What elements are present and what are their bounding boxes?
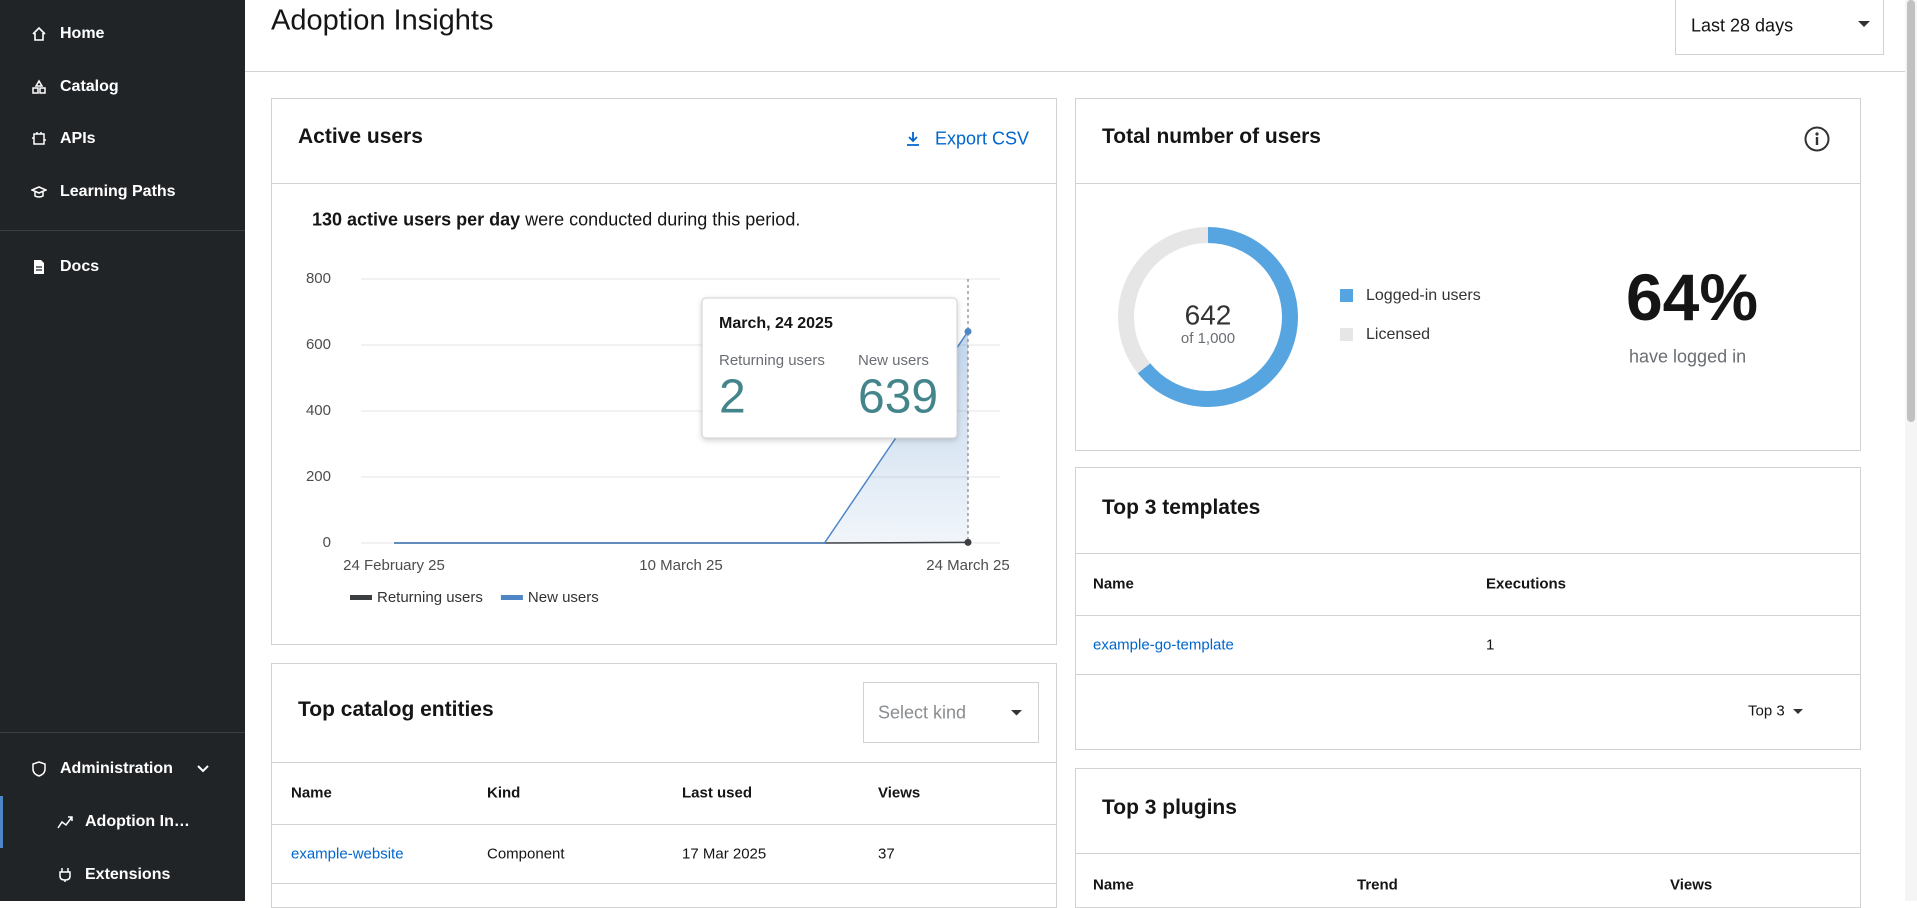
divider	[1076, 615, 1860, 616]
column-header: Views	[1670, 877, 1712, 894]
column-header: Name	[1093, 877, 1134, 894]
date-select-value[interactable]: Last 28 days	[1691, 16, 1793, 37]
plugins-card	[1075, 768, 1861, 908]
card-divider	[1076, 183, 1860, 184]
pager[interactable]: Top 3	[1748, 703, 1785, 720]
column-header: Views	[878, 785, 920, 802]
column-header: Kind	[487, 785, 520, 802]
divider	[272, 762, 1056, 763]
cell: 1	[1486, 637, 1494, 654]
caret	[1793, 709, 1803, 715]
column-header: Last used	[682, 785, 752, 802]
apis-icon	[31, 131, 47, 147]
docs-icon	[31, 259, 47, 275]
column-header: Executions	[1486, 576, 1566, 593]
divider	[272, 883, 1056, 884]
download-icon[interactable]	[905, 131, 921, 147]
divider	[1076, 853, 1860, 854]
cell: 17 Mar 2025	[682, 846, 766, 863]
home-icon	[31, 26, 47, 42]
percent-caption: have logged in	[1629, 347, 1746, 368]
nav-catalog[interactable]: Catalog	[60, 78, 119, 96]
card-divider	[272, 183, 1056, 184]
summary: 130 active users per day were conducted …	[312, 210, 800, 231]
divider	[0, 230, 245, 231]
insights-icon	[57, 814, 73, 830]
sidebar: Home Catalog APIs Learning Paths Docs Ad…	[0, 0, 245, 901]
divider	[272, 824, 1056, 825]
entity-link[interactable]: example-website	[291, 846, 404, 863]
nav-adoption-insights[interactable]: Adoption Insights	[85, 813, 190, 831]
nav-home[interactable]: Home	[60, 25, 104, 43]
cell: Component	[487, 846, 565, 863]
export-csv[interactable]: Export CSV	[935, 129, 1029, 150]
card-title: Top catalog entities	[298, 698, 494, 722]
nav-apis[interactable]: APIs	[60, 130, 96, 148]
card-title: Top 3 plugins	[1102, 796, 1237, 820]
nav-learning-paths[interactable]: Learning Paths	[60, 183, 176, 201]
page-title: Adoption Insights	[271, 5, 493, 38]
nav-docs[interactable]: Docs	[60, 258, 99, 276]
header-divider	[245, 71, 1905, 72]
caret	[1011, 710, 1022, 716]
percent: 64%	[1626, 259, 1758, 335]
active-users-card	[271, 98, 1057, 645]
extensions-icon	[57, 867, 73, 883]
catalog-icon	[31, 79, 47, 95]
card-title: Active users	[298, 125, 423, 149]
active-indicator	[0, 796, 3, 848]
chevron[interactable]	[197, 764, 209, 774]
kind-select-placeholder[interactable]: Select kind	[878, 703, 966, 724]
card-title: Top 3 templates	[1102, 496, 1260, 520]
divider	[1076, 674, 1860, 675]
divider	[1076, 553, 1860, 554]
nav-extensions[interactable]: Extensions	[85, 866, 170, 884]
divider	[0, 732, 245, 733]
column-header: Name	[291, 785, 332, 802]
caret	[1858, 21, 1870, 28]
cell: 37	[878, 846, 895, 863]
summary-bold: 130 active users per day	[312, 210, 520, 230]
admin-icon	[31, 761, 47, 777]
card-title: Total number of users	[1102, 125, 1321, 149]
column-header: Name	[1093, 576, 1134, 593]
column-header: Trend	[1357, 877, 1398, 894]
info-icon[interactable]	[1804, 126, 1830, 152]
scrollbar-thumb[interactable]	[1907, 0, 1915, 422]
summary-text: were conducted during this period.	[525, 210, 800, 230]
nav-administration[interactable]: Administration	[60, 760, 173, 778]
template-link[interactable]: example-go-template	[1093, 637, 1234, 654]
learning-icon	[31, 184, 47, 200]
